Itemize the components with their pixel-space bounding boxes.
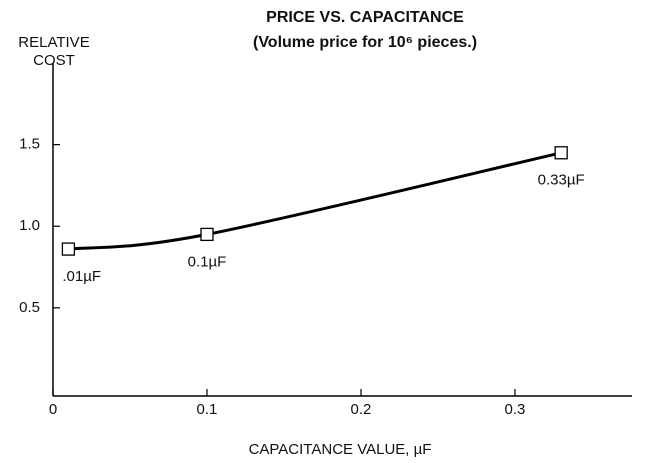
- data-point: [554, 146, 568, 160]
- chart-subtitle: (Volume price for 10⁶ pieces.): [253, 34, 477, 51]
- x-tick-label: 0.3: [505, 401, 526, 418]
- x-tick-label: 0.1: [197, 401, 218, 418]
- y-tick-label: 1.5: [19, 136, 40, 153]
- data-point: [200, 227, 214, 242]
- y-axis-label: COST: [33, 52, 75, 69]
- x-tick-label: 0.2: [351, 401, 372, 418]
- point-label: 0.33µF: [538, 172, 585, 189]
- x-tick-label: 0: [49, 401, 57, 418]
- data-point: [61, 242, 76, 256]
- y-tick-label: 1.0: [19, 217, 40, 234]
- y-tick-label: 0.5: [19, 299, 40, 316]
- y-axis-label: RELATIVE: [18, 34, 89, 51]
- point-label: 0.1µF: [188, 253, 227, 270]
- x-axis-label: CAPACITANCE VALUE, µF: [249, 441, 432, 458]
- chart-title: PRICE VS. CAPACITANCE: [266, 9, 464, 26]
- point-label: .01µF: [62, 268, 101, 285]
- curve: [68, 151, 562, 251]
